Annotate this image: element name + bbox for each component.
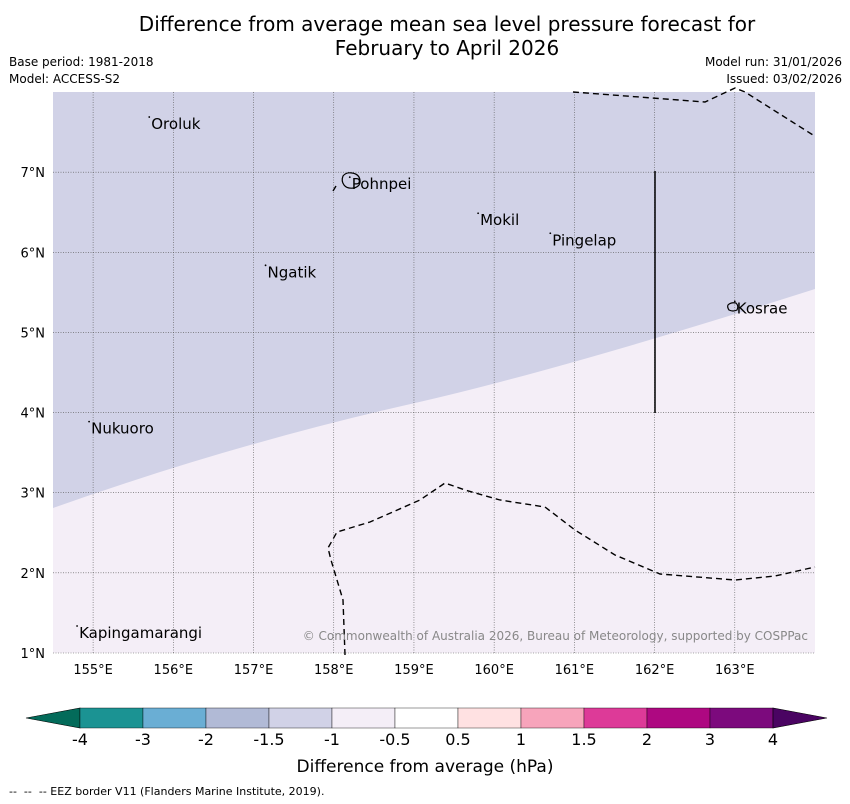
colorbar-tick-9: 2	[642, 730, 652, 749]
colorbar-tick-1: -3	[135, 730, 151, 749]
place-marker-mokil	[477, 212, 480, 215]
colorbar-segment-4	[331, 707, 396, 729]
colorbar-segment-3	[268, 707, 333, 729]
colorbar	[25, 707, 828, 729]
copyright-notice: © Commonwealth of Australia 2026, Bureau…	[303, 629, 808, 643]
pohnpei-island	[341, 172, 361, 189]
place-marker-pohnpei	[348, 176, 351, 179]
colorbar-tick-0: -4	[72, 730, 88, 749]
colorbar-segment-5	[394, 707, 459, 729]
lat-label-4: 3°N	[21, 487, 46, 502]
lon-label-1: 156°E	[154, 663, 194, 678]
issued-date: Issued: 03/02/2026	[726, 72, 842, 86]
colorbar-segment-8	[583, 707, 648, 729]
place-label-pohnpei: Pohnpei	[352, 175, 412, 193]
colorbar-segment-10	[709, 707, 774, 729]
colorbar-tick-2: -2	[198, 730, 214, 749]
eez-footer-note: -- -- -- EEZ border V11 (Flanders Marine…	[9, 785, 325, 798]
lon-label-0: 155°E	[73, 663, 113, 678]
place-label-kapingamarangi: Kapingamarangi	[79, 624, 202, 642]
place-marker-pingelap	[549, 232, 552, 235]
colorbar-tick-10: 3	[705, 730, 715, 749]
kosrae-island	[727, 302, 739, 312]
place-marker-oroluk	[148, 116, 151, 118]
colorbar-segment-2	[205, 707, 270, 729]
colorbar-tick-6: 0.5	[445, 730, 470, 749]
colorbar-segment-0	[79, 707, 144, 729]
colorbar-segment-7	[520, 707, 585, 729]
title-line-2: February to April 2026	[334, 36, 560, 60]
colorbar-segment-9	[646, 707, 711, 729]
place-label-mokil: Mokil	[480, 211, 519, 229]
lon-label-8: 163°E	[715, 663, 755, 678]
lat-label-6: 1°N	[21, 647, 46, 662]
lat-label-5: 2°N	[21, 567, 46, 582]
colorbar-ticks: -4 -3 -2 -1.5 -1 -0.5 0.5 1 1.5 2 3 4	[72, 730, 778, 749]
lat-label-3: 4°N	[21, 407, 46, 422]
lon-label-4: 159°E	[394, 663, 434, 678]
place-label-nukuoro: Nukuoro	[91, 420, 154, 438]
colorbar-tick-7: 1	[516, 730, 526, 749]
place-marker-ngatik	[264, 264, 267, 267]
colorbar-tick-5: -0.5	[379, 730, 410, 749]
colorbar-label: Difference from average (hPa)	[297, 757, 554, 777]
place-label-ngatik: Ngatik	[268, 263, 317, 281]
lat-label-1: 6°N	[21, 246, 46, 261]
place-labels: Oroluk Pohnpei Mokil Pingelap Ngatik Kosrae Nu…	[76, 115, 787, 642]
lon-label-6: 161°E	[555, 663, 595, 678]
place-marker-kapingamarangi	[76, 625, 78, 627]
meta-right: Model run: 31/01/2026 Issued: 03/02/2026	[705, 54, 842, 88]
model-run: Model run: 31/01/2026	[704, 55, 842, 69]
lon-label-7: 162°E	[635, 663, 675, 678]
colorbar-high-extend	[772, 707, 828, 729]
meta-left: Base period: 1981-2018 Model: ACCESS-S2	[9, 54, 154, 88]
place-label-kosrae: Kosrae	[737, 299, 788, 317]
latitude-labels: 7°N 6°N 5°N 4°N 3°N 2°N 1°N	[21, 166, 46, 662]
colorbar-segment-1	[142, 707, 207, 729]
lon-label-5: 160°E	[474, 663, 514, 678]
lon-label-3: 158°E	[314, 663, 354, 678]
place-label-oroluk: Oroluk	[151, 115, 200, 133]
colorbar-tick-11: 4	[768, 730, 778, 749]
colorbar-tick-3: -1.5	[253, 730, 284, 749]
place-marker-nukuoro	[88, 420, 90, 423]
model-name: Model: ACCESS-S2	[9, 72, 121, 86]
longitude-labels: 155°E 156°E 157°E 158°E 159°E 160°E 161°E 162°E…	[73, 663, 754, 678]
colorbar-low-extend	[25, 707, 81, 729]
map-title: Difference from average mean sea level p…	[0, 12, 850, 60]
place-label-pingelap: Pingelap	[552, 231, 616, 249]
lat-label-2: 5°N	[21, 326, 46, 341]
base-period: Base period: 1981-2018	[9, 55, 154, 69]
lat-label-0: 7°N	[21, 166, 46, 181]
eez-border-pohnpei	[332, 185, 337, 192]
colorbar-tick-8: 1.5	[571, 730, 596, 749]
colorbar-tick-4: -1	[324, 730, 340, 749]
negative-anomaly-region	[53, 92, 815, 508]
title-line-1: Difference from average mean sea level p…	[138, 12, 756, 36]
eez-border-north	[572, 87, 814, 136]
place-marker-kosrae	[733, 300, 736, 303]
colorbar-segment-6	[457, 707, 522, 729]
eez-border-south	[327, 482, 816, 656]
lon-label-2: 157°E	[234, 663, 274, 678]
